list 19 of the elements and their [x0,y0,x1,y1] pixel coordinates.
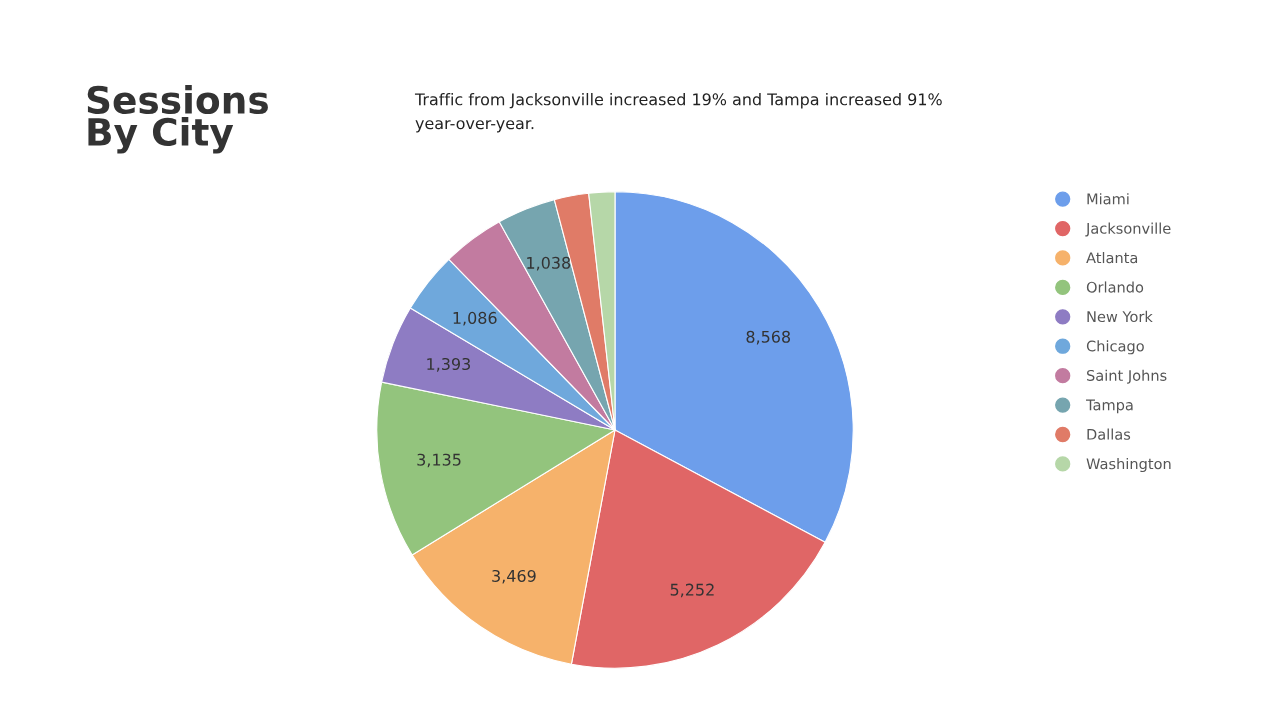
legend-label: Jacksonville [1085,222,1171,237]
legend-label: Dallas [1087,428,1131,440]
data-label: 1,393 [427,357,470,372]
legend-label: New York [1087,310,1153,323]
data-label: 3,135 [417,453,461,468]
data-label: 3,469 [492,569,536,584]
legend-label: Miami [1087,193,1129,205]
data-label: 5,252 [670,583,714,598]
chart-title: Sessions By City [87,85,268,154]
chart-subtitle: Traffic from Jacksonville increased 19% and Tampa increased 91% year-over-year. [414,93,942,133]
data-label: 1,086 [453,311,497,326]
data-label: 1,038 [527,256,571,271]
legend-label: Washington [1086,457,1171,473]
legend-label: Orlando [1086,281,1144,293]
data-label: 8,568 [746,330,791,345]
legend-label: Chicago [1086,340,1144,355]
legend-label: Saint Johns [1087,369,1167,384]
legend-label: Atlanta [1086,251,1138,264]
legend-label: Tampa [1086,399,1133,414]
